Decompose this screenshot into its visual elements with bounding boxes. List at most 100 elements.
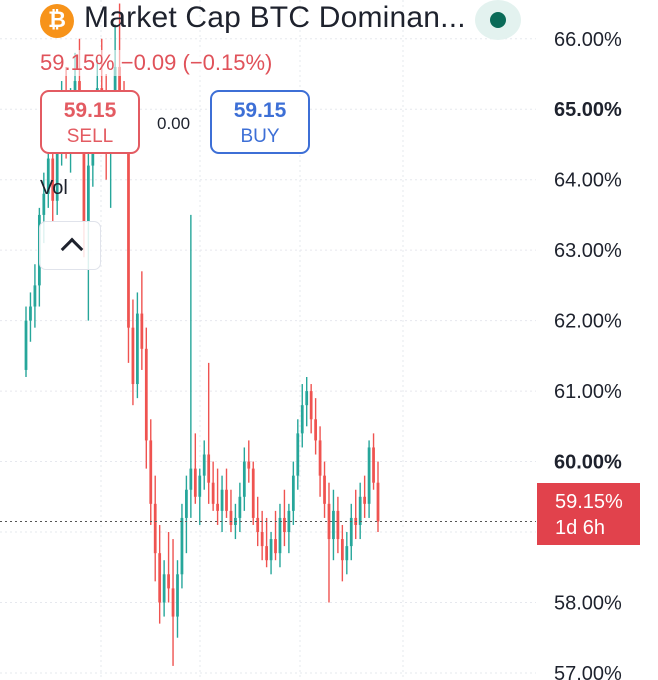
- candle-body: [24, 320, 28, 370]
- candle-body: [131, 327, 135, 385]
- candle: [185, 475, 188, 554]
- bitcoin-icon[interactable]: ₿: [40, 4, 74, 38]
- candle: [158, 524, 162, 624]
- candle-body: [216, 503, 219, 511]
- sell-label: SELL: [66, 126, 114, 147]
- candle: [136, 292, 139, 399]
- candle-body: [238, 496, 242, 518]
- candle: [265, 517, 268, 568]
- candle: [300, 384, 304, 448]
- candle-body: [287, 510, 291, 533]
- candle-body: [251, 468, 255, 518]
- candle-body: [323, 475, 326, 504]
- bar-countdown: 1d 6h: [555, 517, 606, 539]
- candle-body: [309, 391, 313, 420]
- candle: [340, 524, 344, 582]
- candle: [171, 539, 175, 666]
- candle-body: [305, 391, 309, 406]
- volume-indicator-label[interactable]: Vol: [40, 177, 68, 199]
- candle-body: [33, 285, 37, 307]
- candle: [296, 419, 300, 490]
- chart-grid: [0, 0, 536, 680]
- price-axis-tick-label: 65.00%: [554, 99, 622, 121]
- candle: [202, 440, 206, 490]
- price-change-quote: 59.15% −0.09 (−0.15%): [40, 50, 273, 76]
- candle: [216, 468, 219, 525]
- candle-body: [46, 158, 50, 194]
- candle-body: [269, 539, 273, 561]
- candle: [162, 560, 166, 617]
- candle-body: [149, 440, 153, 504]
- candle-body: [260, 532, 264, 547]
- candle-body: [42, 193, 46, 215]
- candle-body: [51, 158, 55, 201]
- candle-body: [327, 503, 331, 540]
- price-axis[interactable]: 66.00% 65.00% 64.00% 63.00% 62.00% 61.00% 60.0…: [554, 29, 622, 680]
- current-price-badge: 59.15% 1d 6h: [537, 483, 640, 545]
- buy-price: 59.15: [233, 99, 287, 122]
- candle-body: [265, 546, 268, 561]
- candle: [198, 468, 202, 525]
- candle-body: [162, 574, 166, 603]
- candle-body: [202, 454, 206, 476]
- candle-body: [318, 440, 322, 476]
- candle-body: [185, 489, 188, 518]
- candle-body: [82, 130, 86, 222]
- candle: [336, 496, 340, 554]
- candle: [33, 264, 37, 328]
- candle-body: [372, 447, 375, 483]
- candle: [211, 461, 215, 511]
- candle-body: [349, 517, 353, 547]
- candle: [238, 482, 242, 533]
- market-status-indicator[interactable]: [475, 0, 521, 40]
- price-axis-tick-label: 57.00%: [554, 663, 622, 680]
- candle: [131, 299, 135, 406]
- candle: [305, 376, 309, 427]
- candle-body: [158, 553, 162, 603]
- candle: [229, 489, 233, 533]
- candle: [207, 362, 211, 504]
- candle: [29, 292, 32, 342]
- candle-body: [314, 419, 318, 441]
- current-price-value: 59.15%: [555, 491, 623, 513]
- candle-body: [225, 489, 228, 511]
- candle: [278, 503, 282, 568]
- sell-button[interactable]: 59.15 SELL: [40, 90, 140, 154]
- candle-body: [291, 475, 295, 511]
- candle: [176, 560, 179, 638]
- price-axis-tick-label: 63.00%: [554, 240, 622, 262]
- candle-body: [193, 468, 197, 497]
- candle: [180, 503, 184, 589]
- candle: [274, 510, 277, 561]
- buy-button[interactable]: 59.15 BUY: [210, 90, 310, 154]
- candle: [349, 503, 353, 561]
- sell-price: 59.15: [63, 99, 117, 122]
- candle: [193, 433, 197, 504]
- candle-body: [189, 468, 193, 490]
- candle-body: [367, 447, 371, 504]
- symbol-title[interactable]: Market Cap BTC Dominan...: [84, 1, 466, 34]
- candle-body: [256, 517, 260, 533]
- candle-body: [140, 313, 144, 349]
- price-axis-tick-label: 62.00%: [554, 311, 622, 333]
- candle-body: [340, 539, 344, 561]
- collapse-indicators-button[interactable]: [39, 221, 101, 270]
- candle-body: [363, 496, 367, 504]
- candle: [372, 433, 375, 490]
- candle: [24, 306, 28, 377]
- candle-body: [358, 496, 362, 525]
- candle: [323, 461, 326, 518]
- candle-body: [345, 546, 349, 561]
- candle: [251, 461, 255, 525]
- candle-body: [171, 588, 175, 617]
- candle-body: [300, 405, 304, 434]
- candle: [242, 447, 246, 511]
- candle: [327, 482, 331, 603]
- candle: [332, 489, 335, 561]
- candle: [314, 398, 318, 455]
- spread-value: 0.00: [157, 114, 191, 133]
- candle: [269, 532, 273, 575]
- candle-body: [376, 482, 380, 522]
- candle: [291, 461, 295, 525]
- candle: [287, 503, 291, 554]
